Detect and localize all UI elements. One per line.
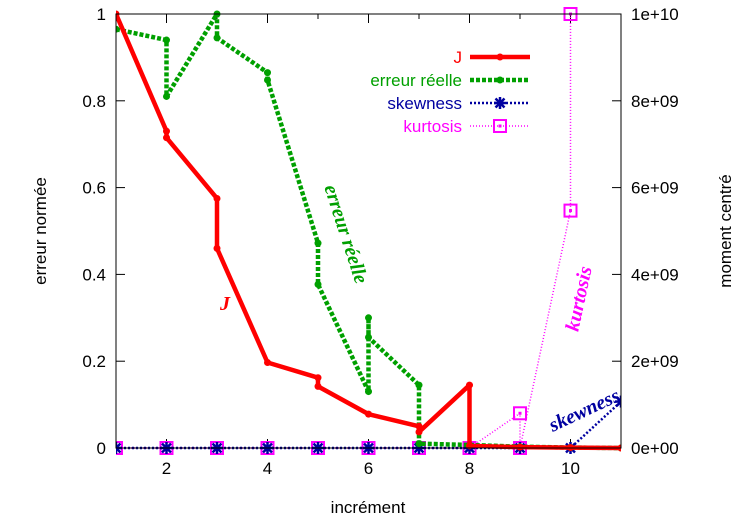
legend-label: kurtosis — [403, 117, 462, 136]
legend-label: skewness — [387, 94, 462, 113]
data-point — [163, 134, 170, 142]
data-point — [513, 406, 527, 421]
data-point — [116, 25, 120, 33]
legend-marker — [494, 97, 506, 109]
data-point — [213, 34, 221, 42]
legend-marker — [493, 119, 507, 133]
data-point — [415, 428, 423, 436]
data-point — [466, 381, 473, 389]
x-tick-label: 8 — [465, 459, 474, 478]
y-tick-label: 1 — [97, 5, 106, 24]
x-tick-label: 4 — [263, 459, 272, 478]
data-point — [563, 203, 578, 218]
data-point — [365, 333, 372, 341]
data-point — [213, 194, 221, 202]
data-point — [314, 239, 322, 247]
series-line — [116, 14, 572, 449]
y2-tick-label: 6e+09 — [631, 179, 679, 198]
y2-tick-label: 1e+10 — [631, 5, 679, 24]
x-tick-label: 6 — [364, 459, 373, 478]
data-point — [516, 443, 524, 451]
plot-frame — [115, 13, 622, 449]
data-point — [163, 92, 170, 100]
y2-tick-label: 0e+00 — [631, 439, 679, 458]
y-tick-label: 0.4 — [82, 265, 106, 284]
data-point — [264, 76, 271, 84]
star-stroke — [615, 396, 621, 404]
legend-marker-center — [498, 124, 502, 128]
y2-tick-label: 4e+09 — [631, 265, 679, 284]
data-point — [415, 422, 423, 430]
data-point — [615, 395, 621, 408]
data-point — [415, 381, 423, 389]
data-point — [264, 69, 271, 77]
data-point — [314, 382, 322, 390]
star-stroke — [494, 97, 506, 109]
data-point-center — [518, 411, 522, 415]
data-point — [163, 36, 170, 44]
tick-labels: 2 4 6 8 10 0 0.2 0.4 0.6 0.8 1 0e+00 2e+09 4e+09 6e+09… — [82, 5, 678, 478]
y2-tick-label: 8e+09 — [631, 92, 679, 111]
y-tick-label: 0.8 — [82, 92, 106, 111]
star-stroke — [116, 442, 122, 450]
star-stroke — [615, 399, 621, 407]
legend-marker — [496, 76, 504, 84]
x-tick-label: 2 — [162, 459, 171, 478]
y-tick-label: 0.2 — [82, 352, 106, 371]
data-point — [163, 127, 170, 135]
x-axis-label: incrément — [331, 498, 406, 517]
y-tick-label: 0.6 — [82, 179, 106, 198]
y-tick-label: 0 — [97, 439, 106, 458]
data-point — [314, 280, 322, 288]
data-point — [365, 410, 372, 418]
y2-axis-label: moment centré — [716, 174, 735, 287]
legend-label: J — [454, 48, 463, 67]
x-tick-label: 10 — [561, 459, 580, 478]
series-line — [116, 13, 621, 451]
data-point — [213, 244, 221, 252]
legend-marker — [496, 53, 504, 61]
y-axis-label: erreur normée — [31, 177, 50, 285]
data-point-center — [569, 209, 572, 213]
data-point — [415, 440, 423, 448]
data-point — [365, 314, 372, 322]
star-stroke — [116, 446, 122, 454]
data-point — [314, 374, 322, 382]
y2-tick-label: 2e+09 — [631, 352, 679, 371]
legend-label: erreur réelle — [370, 71, 462, 90]
data-point — [264, 359, 271, 367]
annotation-j: J — [219, 293, 231, 315]
data-point — [365, 388, 372, 396]
